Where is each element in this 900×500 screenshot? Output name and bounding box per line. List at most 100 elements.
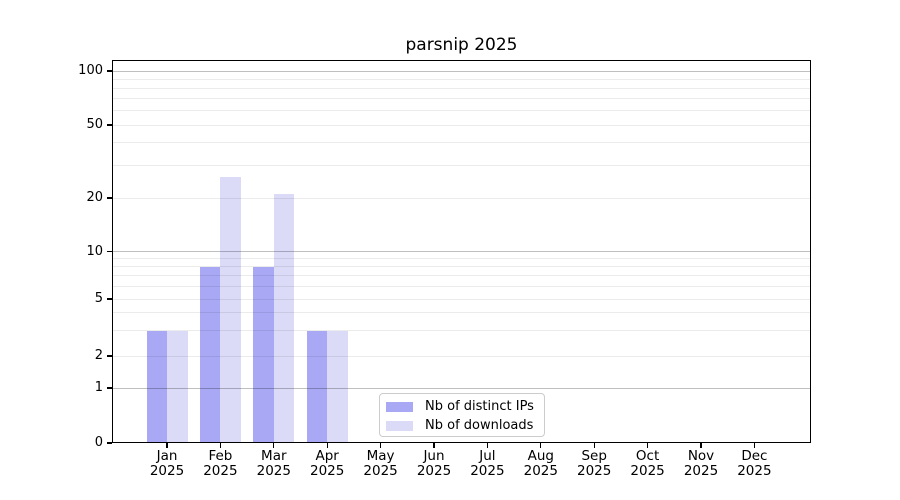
x-label-year: 2025 <box>203 463 238 479</box>
gridline-minor-20 <box>112 197 811 199</box>
x-label-month: Jan <box>156 448 178 464</box>
y-tick-label-2: 2 <box>94 348 103 363</box>
x-tick-label-aug: Aug 2025 <box>511 449 571 479</box>
x-label-year: 2025 <box>523 463 558 479</box>
x-label-year: 2025 <box>470 463 505 479</box>
y-tick-50 <box>107 124 112 126</box>
plot-area: Nb of distinct IPs Nb of downloads <box>112 60 811 443</box>
x-label-month: Mar <box>261 448 287 464</box>
x-label-month: Jul <box>479 448 496 464</box>
x-tick-may <box>380 443 382 448</box>
x-label-year: 2025 <box>310 463 345 479</box>
x-tick-label-jul: Jul 2025 <box>457 449 517 479</box>
gridline-minor-40 <box>112 142 811 144</box>
y-tick-2 <box>107 355 112 357</box>
x-label-year: 2025 <box>737 463 772 479</box>
bar-distinct-ips-apr <box>306 330 328 443</box>
x-label-month: Aug <box>527 448 554 464</box>
x-label-month: Sep <box>581 448 607 464</box>
y-tick-label-10: 10 <box>86 243 103 259</box>
legend-item-downloads: Nb of downloads <box>386 417 544 435</box>
x-label-month: Dec <box>741 448 768 464</box>
gridline-minor-70 <box>112 98 811 100</box>
x-label-month: Nov <box>687 448 715 464</box>
legend-swatch-distinct-ips <box>386 402 413 412</box>
x-tick-apr <box>326 443 328 448</box>
x-tick-jun <box>433 443 435 448</box>
x-label-year: 2025 <box>256 463 291 479</box>
x-tick-label-mar: Mar 2025 <box>244 449 304 479</box>
x-tick-jan <box>166 443 168 448</box>
x-tick-dec <box>753 443 755 448</box>
bar-distinct-ips-mar <box>253 266 274 443</box>
bar-distinct-ips-feb <box>199 266 221 443</box>
y-tick-1 <box>107 387 112 389</box>
legend-label-distinct-ips: Nb of distinct IPs <box>425 399 534 414</box>
bar-distinct-ips-jan <box>146 330 167 443</box>
x-label-month: Jun <box>423 448 445 464</box>
x-tick-label-nov: Nov 2025 <box>671 449 731 479</box>
gridline-minor-6 <box>112 286 811 287</box>
gridline-minor-4 <box>112 312 811 314</box>
x-tick-label-dec: Dec 2025 <box>724 449 784 479</box>
x-tick-oct <box>647 443 649 448</box>
gridline-minor-3 <box>112 330 811 332</box>
legend: Nb of distinct IPs Nb of downloads <box>379 393 545 437</box>
x-label-year: 2025 <box>630 463 665 479</box>
x-tick-feb <box>219 443 221 448</box>
gridline-minor-50 <box>112 124 811 126</box>
y-tick-20 <box>107 197 112 199</box>
x-tick-label-jun: Jun 2025 <box>404 449 464 479</box>
bar-downloads-jan <box>167 330 188 443</box>
x-tick-label-may: May 2025 <box>351 449 411 479</box>
bar-downloads-apr <box>327 330 348 443</box>
bars-layer <box>112 60 811 443</box>
x-tick-nov <box>700 443 702 448</box>
gridline-minor-2 <box>112 355 811 357</box>
gridline-minor-90 <box>112 78 811 80</box>
x-tick-sep <box>593 443 595 448</box>
gridline-minor-60 <box>112 110 811 112</box>
y-tick-label-1: 1 <box>94 380 103 395</box>
x-tick-label-feb: Feb 2025 <box>190 449 250 479</box>
x-label-month: Feb <box>208 448 233 464</box>
y-tick-5 <box>107 298 112 300</box>
gridline-minor-7 <box>112 275 811 277</box>
y-tick-100 <box>107 70 112 72</box>
gridline-major-100 <box>112 70 811 72</box>
x-label-month: Apr <box>315 448 339 464</box>
gridline-major-10 <box>112 251 811 252</box>
x-tick-label-jan: Jan 2025 <box>137 449 197 479</box>
y-tick-label-5: 5 <box>94 291 103 306</box>
gridline-minor-8 <box>112 266 811 268</box>
x-tick-aug <box>540 443 542 448</box>
x-tick-label-sep: Sep 2025 <box>564 449 624 479</box>
x-tick-label-apr: Apr 2025 <box>297 449 357 479</box>
legend-label-downloads: Nb of downloads <box>425 418 534 433</box>
y-tick-label-100: 100 <box>78 63 103 78</box>
y-tick-label-50: 50 <box>86 117 103 132</box>
legend-item-distinct-ips: Nb of distinct IPs <box>386 398 544 416</box>
x-label-year: 2025 <box>149 463 185 479</box>
bar-downloads-mar <box>273 194 295 443</box>
legend-swatch-downloads <box>386 421 413 431</box>
gridline-major-1 <box>112 387 811 389</box>
x-label-year: 2025 <box>683 463 719 479</box>
x-tick-label-oct: Oct 2025 <box>618 449 678 479</box>
gridline-minor-30 <box>112 165 811 167</box>
gridline-minor-9 <box>112 258 811 260</box>
y-tick-label-20: 20 <box>86 190 103 205</box>
x-label-month: Oct <box>635 448 660 464</box>
y-tick-10 <box>107 250 112 253</box>
x-label-year: 2025 <box>363 463 398 479</box>
x-label-year: 2025 <box>416 463 452 479</box>
x-tick-jul <box>486 443 488 448</box>
gridlines-layer <box>112 60 811 443</box>
x-label-year: 2025 <box>577 463 612 479</box>
y-tick-label-0: 0 <box>94 435 103 450</box>
x-tick-mar <box>273 443 275 448</box>
y-tick-0 <box>107 442 112 444</box>
gridline-minor-80 <box>112 87 811 89</box>
x-label-month: May <box>366 448 395 464</box>
